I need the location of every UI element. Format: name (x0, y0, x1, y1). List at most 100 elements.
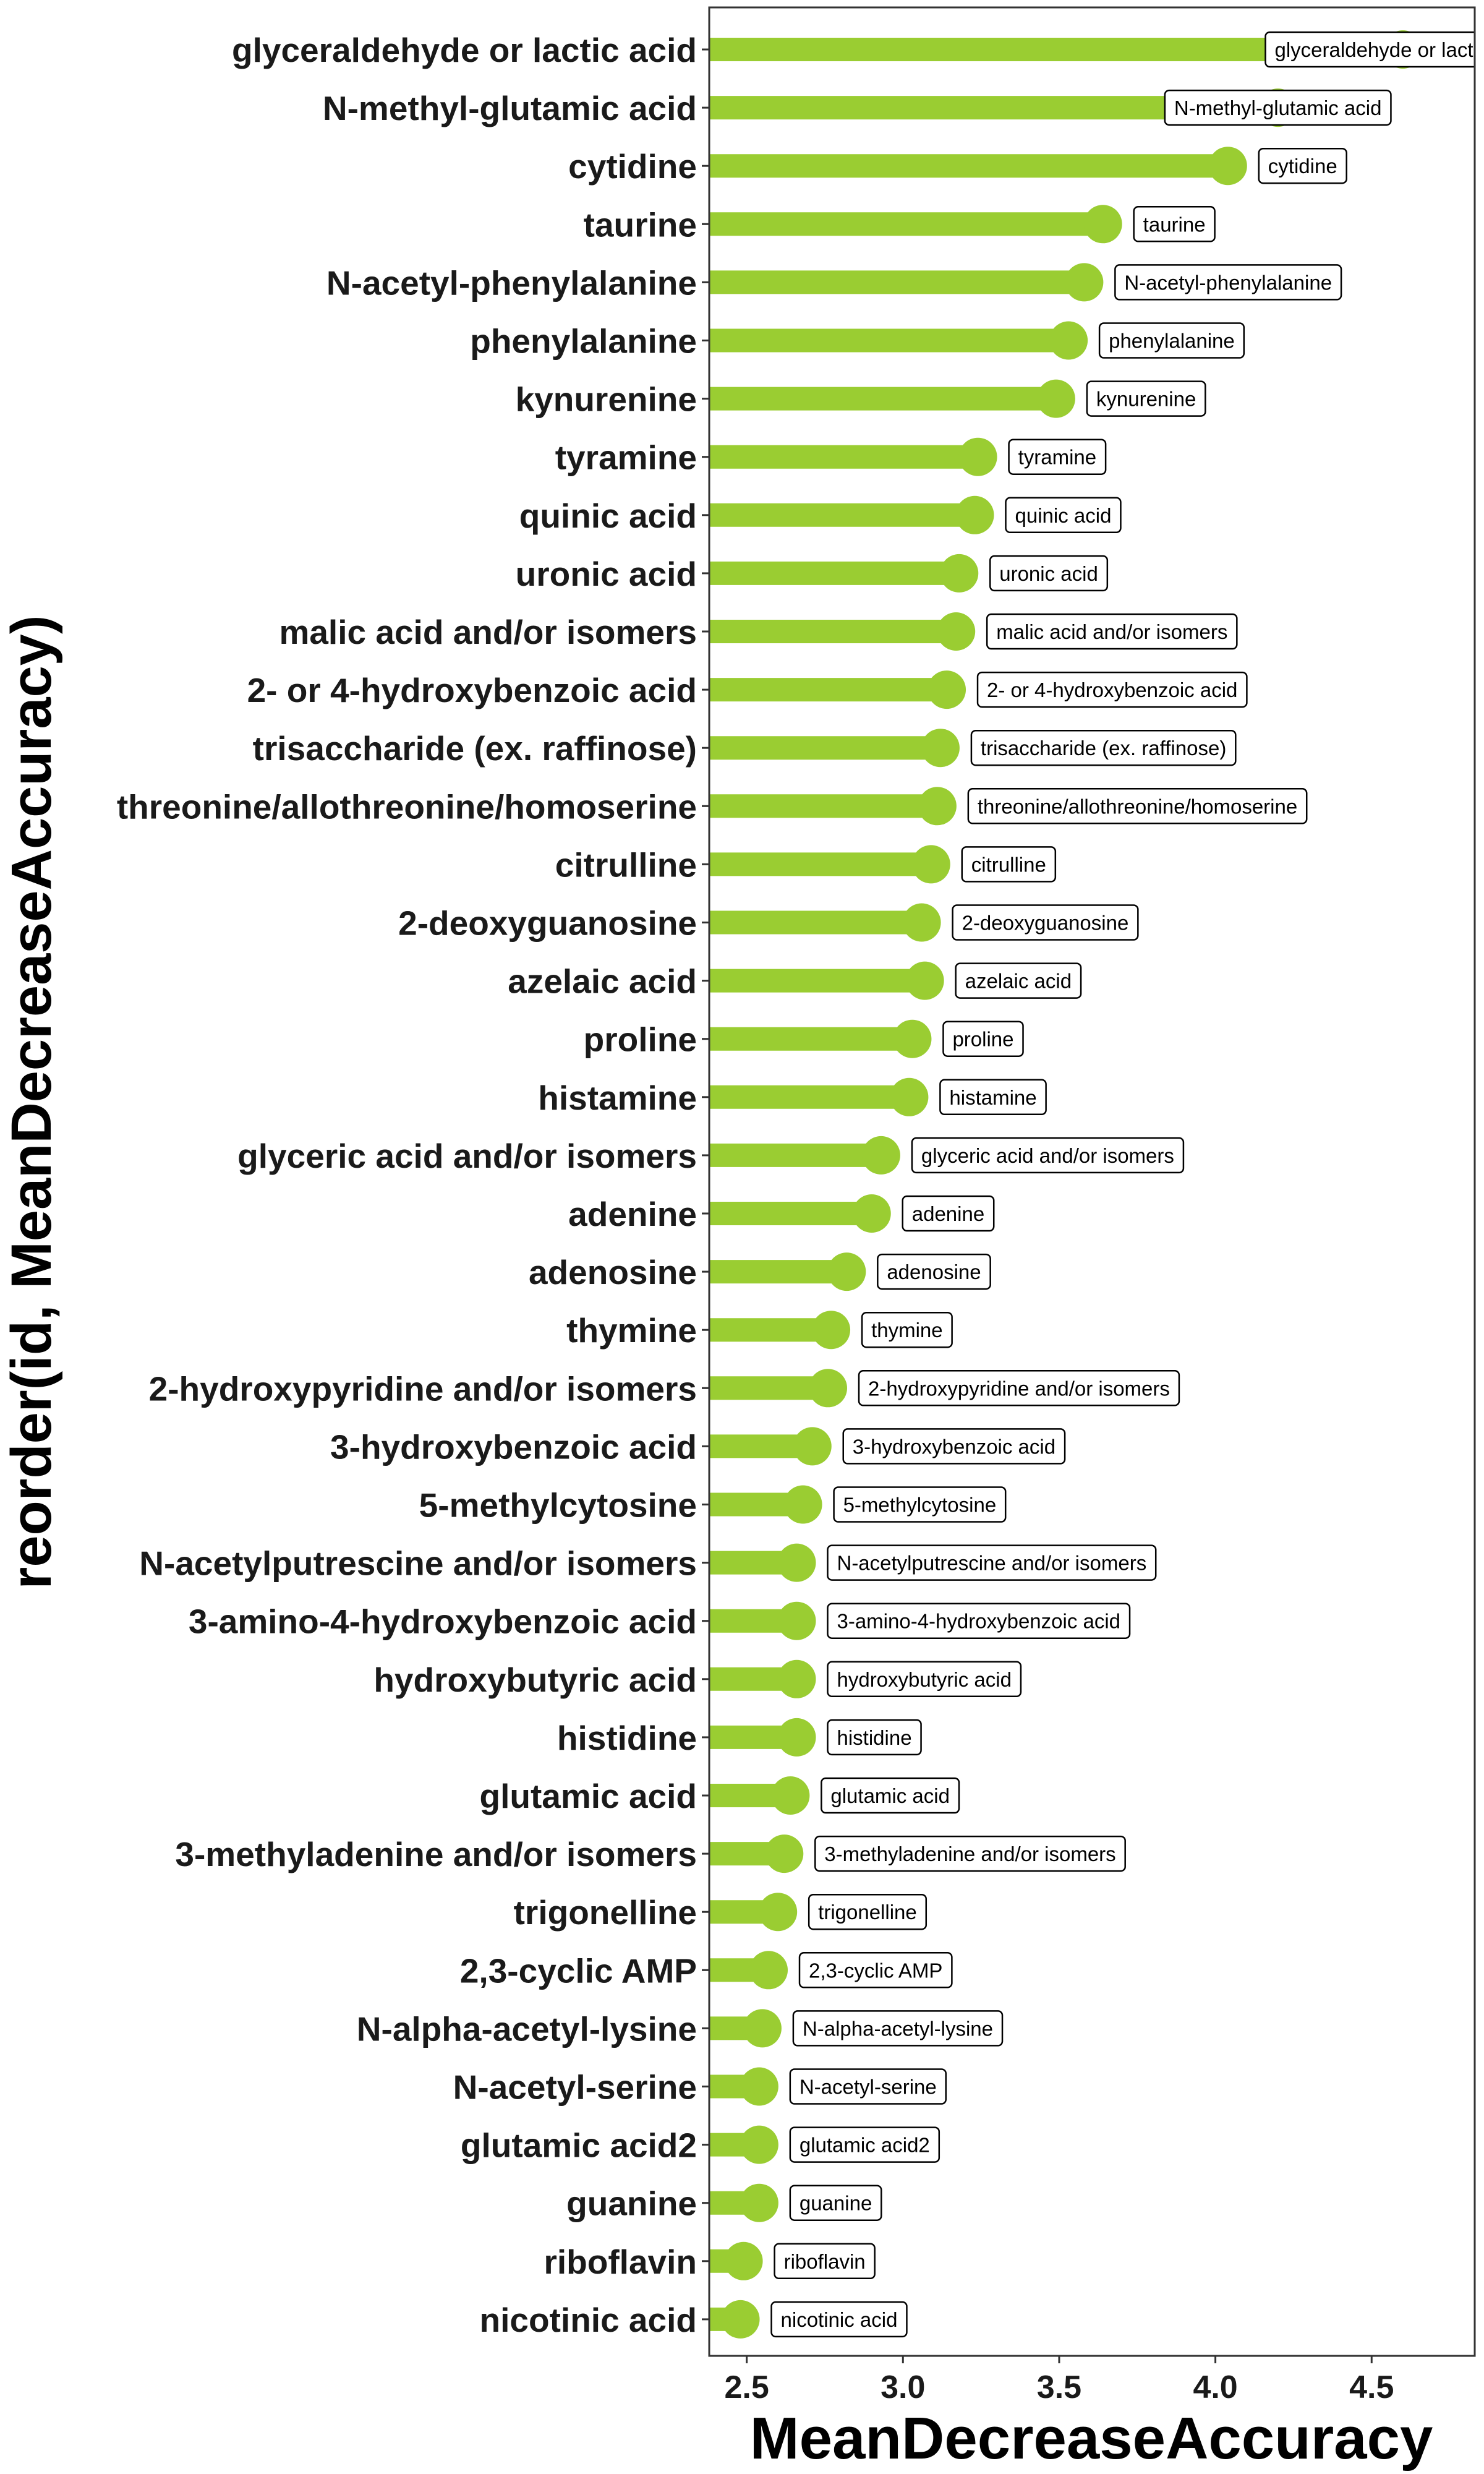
data-label-text: N-acetyl-phenylalanine (1124, 271, 1332, 294)
data-label-text: threonine/allothreonine/homoserine (978, 795, 1297, 818)
data-label-box (842, 1428, 1066, 1465)
bar-point (812, 1311, 851, 1350)
bar-point (1083, 205, 1122, 244)
data-label-body: kynurenine (1086, 380, 1206, 417)
data-label-body: citrulline (961, 846, 1057, 883)
bar-point (852, 1194, 891, 1233)
data-label: kynurenine (1086, 380, 1206, 417)
data-label-box (976, 671, 1248, 708)
y-category-label: glutamic acid (480, 1777, 697, 1815)
data-label-body: riboflavin (774, 2243, 876, 2280)
y-category-label: threonine/allothreonine/homoserine (117, 787, 697, 826)
data-label: adenine (902, 1195, 995, 1232)
y-category-label: taurine (584, 205, 697, 244)
data-label-body: glyceric acid and/or isomers (911, 1137, 1185, 1174)
data-label: taurine (1133, 206, 1216, 242)
data-label-text: thymine (871, 1319, 943, 1342)
data-label: N-methyl-glutamic acid (1164, 89, 1392, 126)
data-label: glutamic acid2 (789, 2126, 940, 2163)
data-label-body: 3-amino-4-hydroxybenzoic acid (827, 1603, 1131, 1639)
bar-point (749, 1951, 788, 1990)
data-label-text: adenine (912, 1202, 984, 1225)
data-label-body: N-acetylputrescine and/or isomers (827, 1544, 1157, 1581)
data-label-box (770, 2301, 908, 2338)
bar-point (1036, 379, 1075, 418)
y-category-label: 3-methyladenine and/or isomers (175, 1835, 697, 1873)
bar-point (861, 1136, 900, 1175)
data-label: quinic acid (1005, 497, 1122, 534)
y-category-label: proline (584, 1021, 697, 1059)
data-label-text: uronic acid (999, 562, 1098, 585)
data-label-box (827, 1603, 1131, 1639)
bar-point (1208, 147, 1247, 186)
data-label-box (1164, 89, 1392, 126)
x-tick-label: 3.0 (881, 2369, 925, 2405)
x-tick-label: 2.5 (724, 2369, 769, 2405)
data-label: 3-hydroxybenzoic acid (842, 1428, 1066, 1465)
data-label-text: 2-deoxyguanosine (962, 912, 1129, 935)
y-category-label: N-acetylputrescine and/or isomers (139, 1544, 697, 1583)
data-label-body: adenosine (877, 1253, 991, 1290)
data-label-body: taurine (1133, 206, 1216, 242)
data-label-body: 5-methylcytosine (833, 1486, 1007, 1523)
y-category-label: tyramine (555, 439, 697, 477)
x-tick-label: 4.5 (1349, 2369, 1394, 2405)
bar-point (890, 1077, 929, 1116)
data-label-box (789, 2185, 882, 2221)
data-label-body: N-alpha-acetyl-lysine (792, 2010, 1004, 2047)
bar-point (793, 1427, 832, 1466)
bar-point (777, 1601, 816, 1640)
data-label-body: quinic acid (1005, 497, 1122, 534)
data-label: citrulline (961, 846, 1057, 883)
data-label-box (911, 1137, 1185, 1174)
data-label: 2- or 4-hydroxybenzoic acid (976, 671, 1248, 708)
data-label-box (1098, 322, 1245, 359)
data-label-text: 3-amino-4-hydroxybenzoic acid (837, 1610, 1120, 1633)
data-label-text: glyceraldehyde or lactic acid (1275, 38, 1484, 61)
bar-point (958, 437, 997, 476)
data-label: N-acetyl-phenylalanine (1114, 264, 1342, 301)
y-category-label: N-methyl-glutamic acid (323, 89, 697, 127)
data-label: uronic acid (989, 555, 1109, 592)
data-label-text: cytidine (1268, 155, 1337, 178)
data-label: hydroxybutyric acid (827, 1661, 1022, 1698)
data-label-text: 2,3-cyclic AMP (809, 1959, 942, 1982)
data-label-box (1086, 380, 1206, 417)
data-label-text: N-methyl-glutamic acid (1174, 96, 1382, 119)
y-category-label: uronic acid (516, 555, 697, 593)
data-label: 3-methyladenine and/or isomers (814, 1835, 1126, 1872)
x-axis-ticks: 2.5 3.0 3.5 4.0 4.5 (724, 2356, 1394, 2405)
y-category-label: histamine (538, 1079, 697, 1117)
plot-panel-border (708, 6, 1476, 2357)
data-label-box (789, 2126, 940, 2163)
y-category-label: adenosine (529, 1253, 697, 1291)
data-label-body: azelaic acid (955, 962, 1082, 999)
bar-point (1065, 263, 1104, 302)
bar-point (940, 554, 979, 593)
y-category-label: citrulline (555, 845, 697, 884)
y-category-label: 2-hydroxypyridine and/or isomers (149, 1369, 697, 1408)
data-label: 5-methylcytosine (833, 1486, 1007, 1523)
data-label: histidine (827, 1719, 922, 1756)
data-label-text: trigonelline (818, 1901, 917, 1924)
data-label-body: 2- or 4-hydroxybenzoic acid (976, 671, 1248, 708)
bar-point (783, 1485, 822, 1524)
data-label-body: 2,3-cyclic AMP (798, 1952, 953, 1988)
y-category-label: nicotinic acid (480, 2301, 697, 2339)
data-label-text: citrulline (971, 853, 1046, 876)
y-category-label: 5-methylcytosine (419, 1486, 697, 1525)
data-label-body: 2-deoxyguanosine (952, 904, 1139, 941)
data-label-box (939, 1079, 1047, 1116)
data-label: 2-deoxyguanosine (952, 904, 1139, 941)
data-label-body: N-acetyl-phenylalanine (1114, 264, 1342, 301)
bar-point (743, 2009, 782, 2048)
bar-point (918, 787, 957, 826)
bar-point (740, 2125, 778, 2164)
data-label: nicotinic acid (770, 2301, 908, 2338)
data-label: glyceric acid and/or isomers (911, 1137, 1185, 1174)
data-label-text: 3-hydroxybenzoic acid (853, 1435, 1055, 1458)
bar-point (809, 1369, 848, 1408)
data-label-body: malic acid and/or isomers (986, 613, 1238, 650)
data-label-text: adenosine (887, 1261, 981, 1283)
data-label-box (970, 729, 1237, 766)
